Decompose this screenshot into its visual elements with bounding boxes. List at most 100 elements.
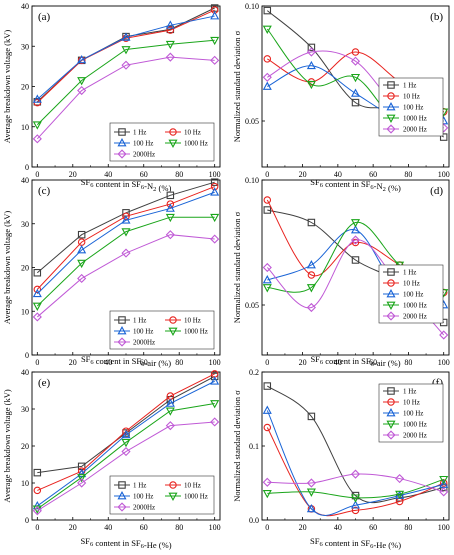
legend-marker (387, 387, 395, 395)
legend-marker (386, 311, 396, 321)
x-tick-label: 80 (175, 523, 183, 532)
y-tick-label: 0 (25, 351, 29, 360)
data-point (210, 417, 220, 427)
legend-label: 100 Hz (403, 291, 423, 299)
y-tick-label: 0.2 (249, 368, 259, 377)
data-point (262, 490, 272, 499)
data-point (121, 446, 131, 457)
data-point (77, 468, 87, 478)
data-point (210, 178, 219, 186)
x-tick-label: 60 (369, 170, 377, 179)
legend-label: 100 Hz (133, 140, 153, 148)
data-point (210, 55, 220, 65)
data-point (306, 80, 316, 90)
data-point (262, 25, 272, 34)
series-line-100hz (37, 380, 215, 507)
y-axis-label: Average breakdown voltage (kV) (2, 30, 12, 144)
panel-label: (a) (38, 11, 51, 23)
x-axis-label: SF6 content in SF6-N2 (%) (310, 177, 401, 193)
legend-box (109, 475, 215, 515)
data-point (77, 273, 87, 284)
series-line-2000hz (37, 421, 215, 512)
data-point (33, 486, 42, 495)
data-point (165, 407, 175, 416)
legend-label: 100 Hz (403, 104, 423, 112)
data-point (262, 284, 272, 293)
data-point (77, 245, 87, 254)
legend-marker (117, 502, 127, 512)
legend-label: 10 Hz (184, 482, 201, 490)
y-tick-label: 40 (21, 368, 29, 377)
legend-marker (387, 268, 395, 276)
y-tick-label: 30 (21, 220, 29, 229)
x-tick-label: 0 (265, 170, 269, 179)
x-tick-label: 40 (334, 170, 342, 179)
panel-c: 0 20 40 60 80 100 0 10 20 30 40 Average breakdown v… (2, 176, 221, 368)
data-point (307, 271, 316, 279)
panel-f: 0 20 40 60 80 100 0.0 0.1 0.2 Normalized standard… (232, 368, 450, 550)
legend-marker (169, 128, 177, 136)
data-point (350, 88, 361, 97)
legend-label: 10 Hz (403, 93, 420, 101)
panel-label: (f) (432, 377, 443, 389)
data-point (351, 506, 360, 515)
data-point (306, 488, 316, 497)
data-point (165, 20, 175, 29)
legend: 1 Hz 10 Hz 100 Hz 1000 Hz 2000 Hz (378, 264, 444, 324)
series-line-2000hz (267, 473, 444, 493)
data-point (210, 372, 219, 381)
data-point (166, 200, 175, 208)
legend-label: 1000 Hz (403, 421, 427, 429)
data-point (32, 121, 42, 130)
y-tick-label: 0.10 (245, 2, 259, 11)
data-point (77, 474, 87, 483)
panel-a: 0 20 40 60 80 100 0 10 20 30 40 Average breakdown v… (2, 2, 221, 193)
y-tick-label: 30 (21, 405, 29, 414)
data-point (263, 206, 272, 214)
legend-marker (387, 81, 395, 89)
panel-label: (d) (430, 185, 443, 197)
data-point (350, 500, 361, 509)
legend-marker (386, 420, 396, 429)
x-tick-label: 20 (299, 358, 307, 367)
data-point (210, 187, 220, 196)
data-point (121, 248, 131, 258)
legend-label: 1 Hz (403, 269, 416, 277)
x-axis-label: SF6 content in SF6-He (%) (310, 536, 401, 550)
x-tick-label: 40 (104, 523, 112, 532)
y-tick-label: 0 (25, 516, 29, 525)
data-point (33, 285, 42, 294)
x-axis-label: SF6 content in SF6-N2 (%) (81, 177, 172, 193)
data-point (32, 506, 42, 516)
y-axis-label: Normalized standard deviation σ (232, 211, 242, 323)
data-point (306, 60, 316, 70)
legend-marker (387, 398, 395, 406)
data-point (263, 196, 272, 204)
legend-label: 1 Hz (403, 82, 416, 90)
x-tick-label: 0 (35, 170, 39, 179)
legend-marker (168, 492, 178, 501)
data-point (165, 398, 175, 407)
data-point (263, 55, 272, 63)
y-tick-label: 40 (21, 176, 29, 185)
legend-marker (386, 408, 396, 417)
x-tick-label: 20 (69, 358, 77, 367)
x-tick-label: 20 (69, 523, 77, 532)
data-point (439, 133, 448, 141)
x-tick-label: 20 (299, 523, 307, 532)
data-point (262, 477, 272, 487)
data-point (262, 405, 272, 414)
x-tick-label: 60 (140, 170, 148, 179)
legend-marker (386, 114, 396, 123)
x-tick-label: 0 (265, 358, 269, 367)
data-point (306, 503, 316, 513)
x-tick-label: 40 (334, 523, 342, 532)
data-point (121, 60, 131, 70)
legend-marker (169, 316, 177, 324)
y-tick-label: 10 (21, 307, 29, 316)
series-line-1hz (37, 375, 215, 474)
x-tick-label: 80 (175, 358, 183, 367)
y-tick-label: 0.05 (245, 301, 259, 310)
